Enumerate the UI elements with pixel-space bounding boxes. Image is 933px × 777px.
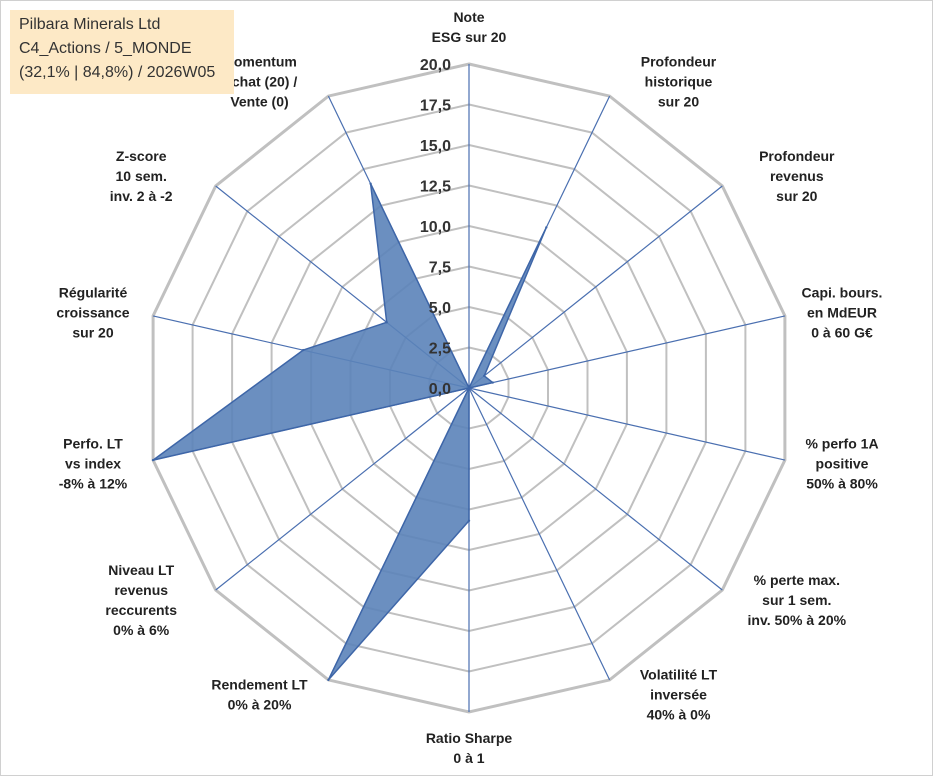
tick-label: 12,5 [420,179,451,196]
category-label-line: reccurents [105,602,177,618]
category-label-line: Volatilité LT [640,666,718,682]
category-label: Niveau LT revenus reccurents 0% à 6% [105,562,177,638]
category-label: Régularité croissance sur 20 [56,284,129,340]
category-label-line: inversée [650,686,707,702]
tick-label: 2,5 [429,341,451,358]
axis-spoke [468,387,723,591]
tick-label: 5,0 [429,300,451,317]
category-label-line: 0 à 60 G€ [811,324,873,340]
axis-spoke [468,387,786,461]
category-label-line: positive [816,456,869,472]
category-label-line: sur 20 [72,324,113,340]
category-label: Rendement LT 0% à 20% [211,676,308,712]
data-point [151,458,155,462]
tick-label: 7,5 [429,260,451,277]
category-label: Ratio Sharpe 0 à 1 [426,730,513,766]
category-label-line: -8% à 12% [59,476,128,492]
category-label-line: revenus [770,168,824,184]
category-label-line: Perfo. LT [63,436,123,452]
series-layer [151,182,548,682]
category-label-line: Vente (0) [230,94,288,110]
category-label: Volatilité LT inversée 40% à 0% [640,666,718,722]
tick-label: 0,0 [429,381,451,398]
data-point [545,226,548,229]
category-label-line: 40% à 0% [647,706,711,722]
category-label-line: 50% à 80% [806,476,878,492]
axis-spoke [215,387,470,591]
info-scores-week: (32,1% | 84,8%) / 2026W05 [19,64,216,81]
category-label-line: 10 sem. [116,168,167,184]
category-label-line: 0 à 1 [453,750,484,766]
category-label-line: Profondeur [759,148,835,164]
category-label-line: Note [453,9,484,25]
category-label-line: historique [645,74,713,90]
category-label-line: ESG sur 20 [432,29,507,45]
category-label-line: inv. 2 à -2 [110,188,173,204]
category-label-line: % perfo 1A [805,436,878,452]
tick-label: 17,5 [420,98,451,115]
info-category: C4_Actions / 5_MONDE [19,40,192,57]
category-label-line: Régularité [59,284,128,300]
tick-label: 10,0 [420,219,451,236]
series-area [152,182,548,681]
data-point [302,348,305,352]
tick-labels: 0,0 2,5 5,0 7,5 10,0 12,5 15,0 17,5 20,0 [420,57,451,398]
info-box: Pilbara Minerals Ltd C4_Actions / 5_MOND… [10,10,234,94]
category-label-line: Achat (20) / [222,74,298,90]
category-label: Profondeur revenus sur 20 [759,148,835,204]
info-company-name: Pilbara Minerals Ltd [19,16,161,33]
data-point [467,386,471,390]
category-label-line: 0% à 20% [228,696,292,712]
category-label: Z-score 10 sem. inv. 2 à -2 [110,148,173,204]
tick-label: 20,0 [420,57,451,74]
category-label-line: sur 20 [658,94,699,110]
data-point [385,321,388,324]
category-label-line: Capi. bours. [802,284,883,300]
category-label-line: Profondeur [641,54,717,70]
data-point [483,374,486,378]
category-label-line: en MdEUR [807,304,877,320]
category-label-line: croissance [56,304,129,320]
category-label-line: Z-score [116,148,167,164]
category-label: Note ESG sur 20 [432,9,507,45]
category-label: Momentum Achat (20) / Vente (0) [222,54,298,110]
data-point [467,519,471,522]
category-label: % perte max. sur 1 sem. inv. 50% à 20% [748,572,847,628]
category-label-line: Ratio Sharpe [426,730,513,746]
category-label-line: inv. 50% à 20% [748,612,847,628]
category-label: % perfo 1A positive 50% à 80% [805,436,878,492]
axis-spoke [468,185,723,389]
category-label-line: sur 20 [776,188,817,204]
category-label: Perfo. LT vs index -8% à 12% [59,436,128,492]
category-label-line: sur 1 sem. [762,592,831,608]
data-point [327,678,330,682]
category-label: Profondeur historique sur 20 [641,54,717,110]
category-label-line: Momentum [222,54,297,70]
category-labels: Note ESG sur 20 Profondeur historique sur 20… [56,9,882,766]
category-label-line: revenus [114,582,168,598]
tick-label: 15,0 [420,138,451,155]
category-label-line: Niveau LT [108,562,174,578]
axis-spoke [468,315,786,389]
data-point [369,182,372,185]
data-point [491,381,494,384]
category-label: Capi. bours. en MdEUR 0 à 60 G€ [802,284,883,340]
category-label-line: Rendement LT [211,676,308,692]
category-label-line: vs index [65,456,121,472]
category-label-line: 0% à 6% [113,622,170,638]
axis-spoke [468,387,611,681]
category-label-line: % perte max. [754,572,840,588]
